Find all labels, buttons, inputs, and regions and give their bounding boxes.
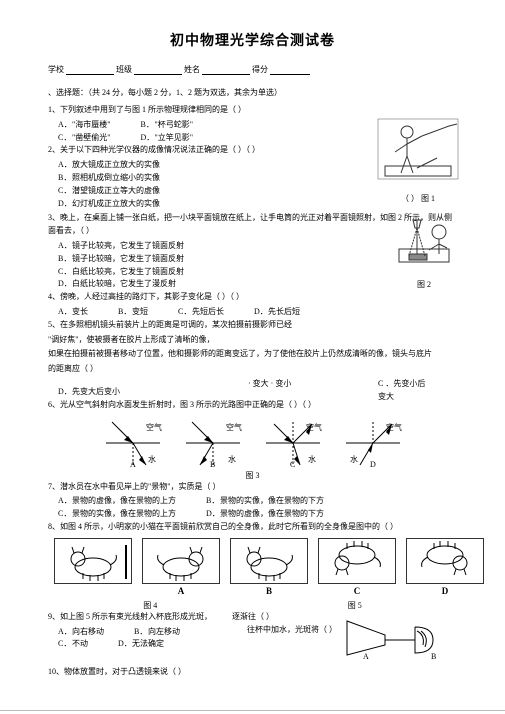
q4-stem: 4、傍晚，人经过高挂的路灯下，其影子变化是（ ）（ ） xyxy=(48,291,457,304)
cat-B xyxy=(230,538,308,584)
cat-D-label: D xyxy=(406,586,484,596)
q7-D: 景物的虚像，像在景物的下方 xyxy=(220,509,324,518)
q5-A: 变大 xyxy=(253,379,269,388)
cat-original xyxy=(54,538,132,584)
q9-D: 无法确定 xyxy=(132,639,164,648)
class-label: 班级 xyxy=(116,65,132,74)
cat-C-label: C xyxy=(318,586,396,596)
svg-text:空气: 空气 xyxy=(386,422,402,432)
svg-text:C: C xyxy=(290,460,295,468)
figure-1-svg xyxy=(377,118,459,188)
q4-B: 变短 xyxy=(132,307,148,316)
fig4-label: 图 4 xyxy=(48,600,253,611)
q9-tail: 往杯中加水，光斑将（ ） xyxy=(247,624,337,637)
q3-A: 镜子比较亮，它发生了镜面反射 xyxy=(72,241,184,250)
figure-2-svg xyxy=(389,214,459,274)
svg-text:水: 水 xyxy=(350,454,358,464)
q5-D: 先变大后变小 xyxy=(72,387,120,396)
q2-B: 照相机成倒立缩小的实像 xyxy=(72,173,160,182)
q1-C-label: C． xyxy=(58,132,72,145)
fig1-paren: （ ） xyxy=(401,194,419,203)
q3-D: 白纸比较暗，它发生了漫反射 xyxy=(72,279,176,288)
q9-A: 向右移动 xyxy=(72,627,104,636)
q1-D-label: D． xyxy=(141,132,155,145)
q6-dia-B: 空气 水 B xyxy=(182,418,244,468)
page-title: 初中物理光学综合测试卷 xyxy=(48,30,457,50)
school-label: 学校 xyxy=(48,65,64,74)
q5-s1: 5、在多照相机镜头前装片上的距离是可调的，某次拍摄前摄影师已经 xyxy=(48,319,457,332)
q1-C: "凿壁偷光" xyxy=(72,133,111,142)
svg-text:水: 水 xyxy=(308,454,316,464)
q2-stem: 2、关于以下四种光学仪器的成像情况说法正确的是（ ）（ ） xyxy=(48,144,308,157)
q4-A: 变长 xyxy=(72,307,88,316)
q3-C: 白纸比较亮，它发生了镜面反射 xyxy=(72,267,184,276)
q3-B: 镜子比较暗，它发生了镜面反射 xyxy=(72,254,184,263)
q5-s4: 的距离应（ ） xyxy=(48,363,457,376)
q5-C: 先变小后变大 xyxy=(378,379,425,401)
svg-text:空气: 空气 xyxy=(146,422,162,432)
cat-B-label: B xyxy=(230,586,308,596)
svg-text:B: B xyxy=(431,652,436,661)
q9-B: 向左移动 xyxy=(148,627,180,636)
school-blank xyxy=(66,65,114,75)
q6-dia-A: 空气 水 A xyxy=(102,418,164,468)
svg-text:水: 水 xyxy=(228,454,236,464)
cat-D xyxy=(406,538,484,584)
q7-C: 景物的实像，像在景物的上方 xyxy=(72,509,176,518)
fig1-label: 图 1 xyxy=(421,194,435,203)
svg-text:空气: 空气 xyxy=(306,422,322,432)
q7-stem: 7、潜水员在水中看见岸上的"景物"，实质是（ ） xyxy=(48,481,457,494)
cat-A xyxy=(142,538,220,584)
svg-text:B: B xyxy=(210,460,215,468)
svg-text:A: A xyxy=(130,460,136,468)
score-blank xyxy=(270,65,310,75)
q1-B: "杯弓蛇影" xyxy=(155,120,194,129)
q7-A: 景物的虚像，像在景物的上方 xyxy=(72,496,176,505)
svg-text:D: D xyxy=(370,460,376,468)
q1-stem: 1、下列叙述中用到了与图 1 所示物理规律相同的是（ ） xyxy=(48,104,308,117)
q9-C: 不动 xyxy=(72,639,88,648)
fig3-label: 图 3 xyxy=(48,470,457,481)
q6-dia-C: 空气 水 C xyxy=(262,418,324,468)
page-divider xyxy=(0,710,505,711)
figure-5-svg: B A xyxy=(337,611,457,661)
q4-C: 先短后长 xyxy=(192,307,224,316)
q5-s2: "调好焦"，使被摄者在胶片上形成了清晰的像， xyxy=(48,334,457,347)
name-label: 姓名 xyxy=(184,65,200,74)
q8-stem: 8、如图 4 所示，小明家的小猫在平面镜前欣赏自己的全身像，此时它所看到的全身像… xyxy=(48,521,457,534)
svg-text:空气: 空气 xyxy=(226,422,242,432)
section-heading: 、选择题：（共 24 分，每小题 2 分，1、2 题为双选，其余为单选） xyxy=(48,87,457,98)
q8-images: A B xyxy=(48,538,457,596)
q7-B: 景物的实像，像在景物的下方 xyxy=(220,496,324,505)
q10-stem: 10、物体放置时，对于凸透镜来说（ ） xyxy=(48,666,457,679)
q9-line2: 逐渐往（ ） xyxy=(232,612,274,621)
q2-C: 潜望镜成正立等大的虚像 xyxy=(72,186,160,195)
q2-A: 放大镜成正立放大的实像 xyxy=(72,160,160,169)
q1-A-label: A． xyxy=(58,119,72,132)
info-line: 学校 班级 姓名 得分 xyxy=(48,64,457,75)
class-blank xyxy=(134,65,182,75)
q1-D: "立竿见影" xyxy=(155,133,194,142)
q6-dia-D: 空气 水 D xyxy=(342,418,404,468)
fig5-label: 图 5 xyxy=(253,600,458,611)
svg-text:A: A xyxy=(363,652,369,661)
q2-D: 幻灯机成正立放大的实像 xyxy=(72,199,160,208)
q1-A: "海市蜃楼" xyxy=(72,120,111,129)
q6-diagrams: 空气 水 A 空气 水 B 空气 水 C 空气 xyxy=(48,418,457,468)
cat-C xyxy=(318,538,396,584)
q4-D: 先长后短 xyxy=(268,307,300,316)
score-label: 得分 xyxy=(252,65,268,74)
q5-B: 变小 xyxy=(275,379,291,388)
cat-A-label: A xyxy=(142,586,220,596)
q1-B-label: B． xyxy=(141,119,155,132)
fig2-label: 图 2 xyxy=(389,279,459,290)
q9-stem: 9、如上图 5 所示有束光线射入杯底形成光斑， xyxy=(48,612,212,621)
svg-text:水: 水 xyxy=(148,454,156,464)
name-blank xyxy=(202,65,250,75)
q5-s3: 如果在拍摄前被摄者移动了位置，他和摄影师的距离变远了，为了使他在胶片上仍然成清晰… xyxy=(48,348,457,361)
